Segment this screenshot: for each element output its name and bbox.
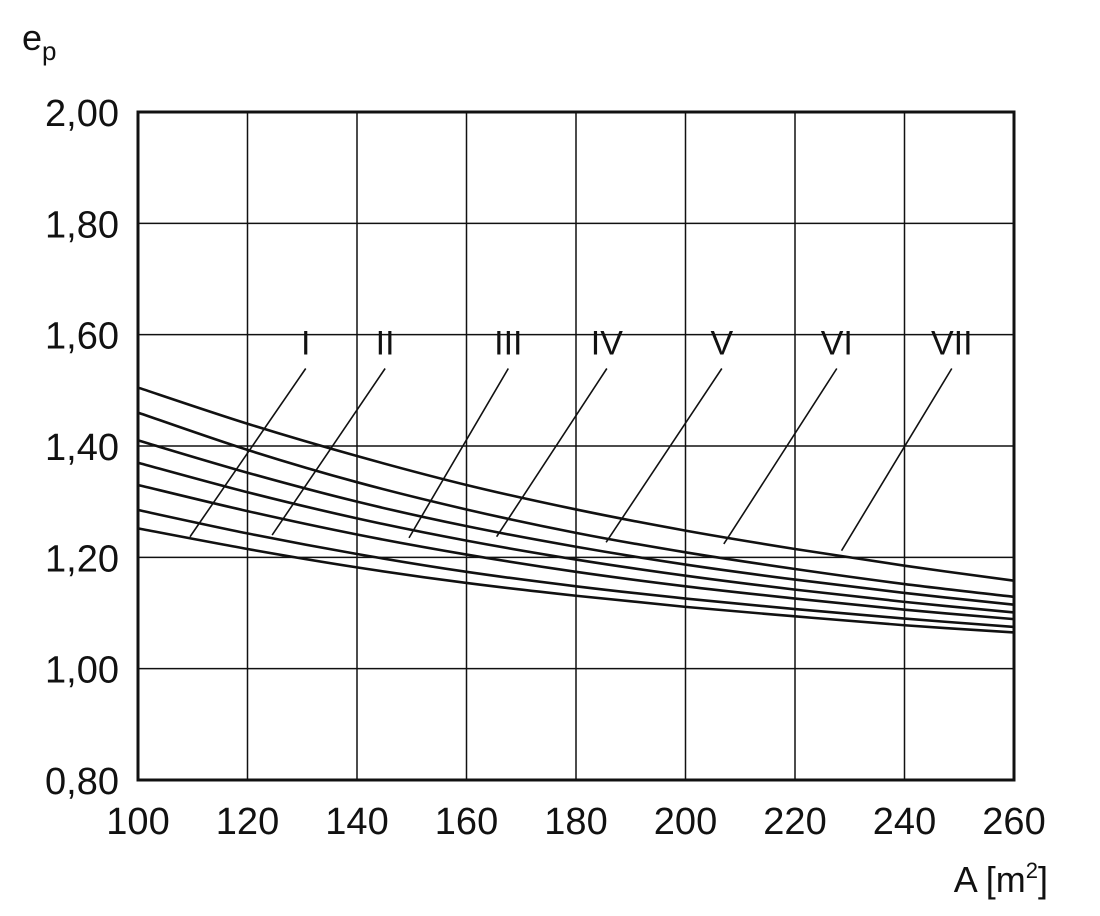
y-tick-label: 1,00 <box>45 650 119 692</box>
y-tick-label: 2,00 <box>45 93 119 135</box>
curve-label-I: I <box>301 325 310 363</box>
x-axis-label-main: A [m <box>954 859 1026 900</box>
curve-I <box>137 527 1015 634</box>
x-tick-label: 120 <box>216 801 279 843</box>
plot-frame <box>136 110 1016 782</box>
y-tick-label: 1,80 <box>45 204 119 246</box>
y-axis-label-main: e <box>22 17 42 58</box>
leader-line-III <box>408 368 509 539</box>
x-tick-label: 200 <box>654 801 717 843</box>
curve-VI <box>137 411 1015 599</box>
y-tick-labels: 0,80 1,00 1,20 1,40 1,60 1,80 2,00 <box>45 93 119 803</box>
x-tick-label: 240 <box>873 801 936 843</box>
curve-III <box>137 483 1015 621</box>
curve-label-VII: VII <box>931 325 973 363</box>
x-tick-label: 100 <box>106 801 169 843</box>
leader-line-VI <box>723 368 838 545</box>
leader-lines <box>189 368 953 552</box>
curve-II <box>137 508 1015 629</box>
curve-label-V: V <box>710 325 733 363</box>
curve-V <box>137 439 1015 606</box>
leader-line-IV <box>495 368 608 538</box>
curve-labels: I II III IV V VI VII <box>301 325 973 363</box>
y-tick-label: 0,80 <box>45 761 119 803</box>
curves <box>137 386 1015 634</box>
y-tick-label: 1,60 <box>45 316 119 358</box>
x-tick-label: 180 <box>544 801 607 843</box>
x-tick-label: 140 <box>325 801 388 843</box>
x-axis-label: A [m2] <box>954 858 1048 900</box>
x-tick-label: 220 <box>763 801 826 843</box>
leader-line-VII <box>840 368 953 552</box>
leader-line-II <box>271 368 386 536</box>
curve-IV <box>137 461 1015 614</box>
x-tick-labels: 100 120 140 160 180 200 220 240 260 <box>106 801 1045 843</box>
curve-label-II: II <box>376 325 395 363</box>
curve-label-VI: VI <box>821 325 853 363</box>
leader-line-I <box>189 368 307 538</box>
curve-VII <box>137 386 1015 583</box>
x-axis-label-sup: 2 <box>1026 858 1038 883</box>
curve-label-IV: IV <box>591 325 623 363</box>
y-axis-label: ep <box>22 17 57 66</box>
curve-label-III: III <box>494 325 522 363</box>
x-tick-label: 160 <box>435 801 498 843</box>
x-axis-label-end: ] <box>1038 859 1048 900</box>
y-tick-label: 1,20 <box>45 538 119 580</box>
x-tick-label: 260 <box>982 801 1045 843</box>
grid <box>137 111 1015 781</box>
leader-line-V <box>605 368 723 543</box>
y-tick-label: 1,40 <box>45 427 119 469</box>
y-axis-label-sub: p <box>42 36 56 66</box>
